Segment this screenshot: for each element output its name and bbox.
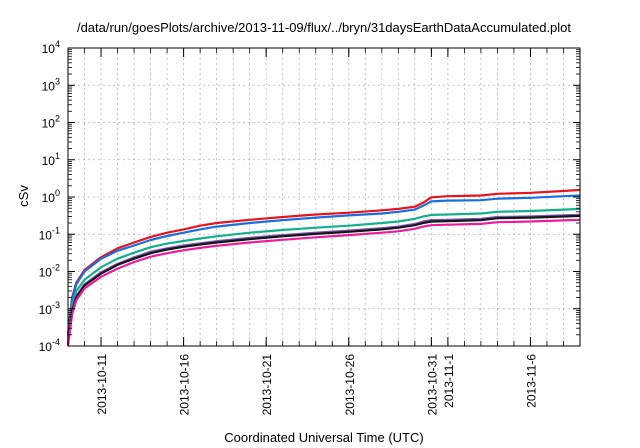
x-tick-label: 2013-11-6 [524,354,538,408]
y-tick-label: 10-1 [39,225,60,242]
x-tick-label: 2013-11-1 [442,354,456,408]
x-tick-label: 2013-10-21 [260,354,274,416]
x-axis-label: Coordinated Universal Time (UTC) [224,430,423,445]
y-tick-base: 10 [42,79,56,93]
series-line [66,218,581,347]
y-tick-base: 10 [39,340,53,354]
y-tick-label: 103 [42,76,60,93]
y-tick-base: 10 [42,117,56,131]
y-tick-exponent: -1 [52,225,60,235]
chart-title: /data/run/goesPlots/archive/2013-11-09/f… [77,20,571,35]
y-tick-label: 10-4 [39,337,60,354]
y-tick-label: 102 [42,114,60,131]
y-tick-label: 104 [42,39,60,56]
y-tick-base: 10 [42,42,56,56]
series-line [66,194,581,337]
y-tick-base: 10 [42,191,56,205]
series-line [66,214,581,345]
x-axis: 2013-10-11 2013-10-16 2013-10-21 2013-10-26… [67,48,581,416]
y-tick-label: 10-3 [39,300,60,317]
y-tick-exponent: 2 [55,114,60,124]
y-tick-base: 10 [42,154,56,168]
y-tick-exponent: 3 [55,76,60,86]
y-axis-label: cSv [16,185,31,207]
y-tick-label: 100 [42,188,60,205]
y-tick-base: 10 [39,228,53,242]
x-tick-label: 2013-10-31 [425,354,439,416]
x-tick-label: 2013-10-11 [95,354,109,415]
y-tick-base: 10 [39,266,53,280]
y-tick-exponent: 4 [55,39,60,49]
y-tick-label: 10-2 [39,263,60,280]
series-line [66,188,581,335]
series-line [66,207,581,340]
y-tick-exponent: 1 [55,151,60,161]
series-group [66,188,581,347]
y-tick-base: 10 [39,303,53,317]
y-tick-exponent: 0 [55,188,60,198]
x-tick-label: 2013-10-26 [343,354,357,416]
y-tick-exponent: -3 [52,300,60,310]
y-tick-exponent: -4 [52,337,60,347]
x-tick-label: 2013-10-16 [178,354,192,416]
y-tick-exponent: -2 [52,263,60,273]
grid [68,48,580,346]
y-tick-label: 101 [42,151,60,168]
